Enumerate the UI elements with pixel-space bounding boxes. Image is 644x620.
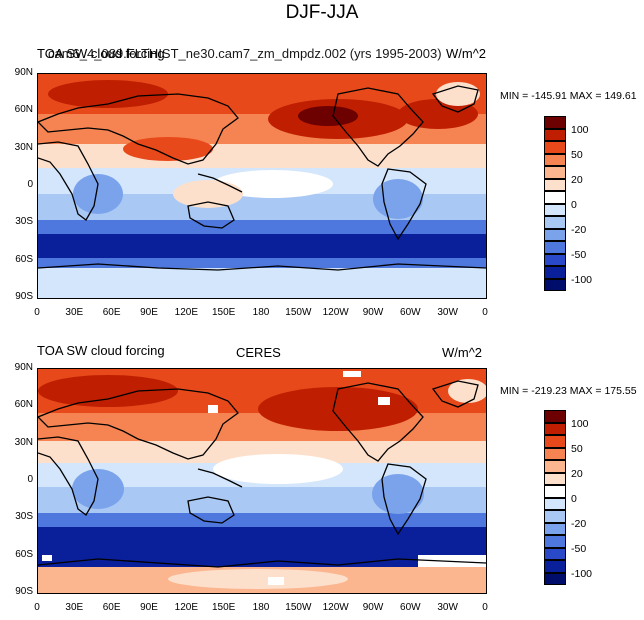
lat-tick-label: 60S [15,548,33,560]
colorbar-swatch [544,547,566,560]
lat-tick-label: 30S [15,511,33,523]
lon-tick-label: 60W [400,602,421,613]
panel-obs-center-title: CERES [236,345,281,360]
lon-tick-label: 0 [482,307,488,318]
lon-tick-label: 120W [322,602,349,613]
lon-tick-label: 0 [482,602,488,613]
lon-tick-label: 60E [102,602,121,613]
colorbar-label: -20 [571,517,587,530]
panel-obs-units: W/m^2 [442,345,483,360]
colorbar-swatch [544,178,566,191]
colorbar-swatch [544,141,566,154]
lon-tick-label: 120W [322,307,349,318]
colorbar-label: 20 [571,467,583,480]
lon-tick-label: 30E [65,602,84,613]
colorbar-label: 100 [571,417,589,430]
colorbar-swatch [544,266,566,279]
lon-tick-label: 90E [140,307,158,318]
colorbar-label: 0 [571,492,577,505]
colorbar-swatch [544,116,566,129]
panel-model-left-title: TOA SW cloud forcing [37,46,165,61]
lon-tick-label: 120E [174,602,198,613]
lon-tick-label: 150W [285,602,312,613]
lon-tick-label: 120E [174,307,198,318]
lon-tick-label: 30E [65,307,84,318]
colorbar-label: 20 [571,173,583,186]
colorbar-label: -50 [571,248,587,261]
panel-model-field [38,74,486,298]
lon-tick-label: 150E [211,602,236,613]
colorbar-swatch [544,460,566,473]
colorbar-swatch [544,410,566,423]
lon-tick-label: 0 [34,307,40,318]
colorbar-swatch [544,166,566,179]
colorbar-swatch [544,435,566,448]
colorbar-label: 50 [571,442,583,455]
panel-obs-left-title: TOA SW cloud forcing [37,343,165,358]
panel-model-map [37,73,487,299]
panel-model-minmax: MIN = -145.91 MAX = 149.61 [500,90,637,102]
lon-tick-label: 90W [362,602,384,613]
lat-tick-label: 90N [14,67,33,78]
colorbar-swatch [544,128,566,141]
field-anomalies [48,80,480,219]
lat-tick-label: 90S [15,586,33,597]
colorbar-swatch [544,510,566,523]
colorbar-label: -50 [571,542,587,555]
panel-obs-map [37,368,487,594]
colorbar-swatch [544,241,566,254]
lat-tick-label: 90S [15,291,33,302]
lon-tick-label: 150W [285,307,312,318]
colorbar-swatch [544,522,566,535]
colorbar-swatch [544,203,566,216]
panel-model-center-title: cam6_4_089.FLTHIST_ne30.cam7_zm_dmpdz.00… [48,46,442,61]
lat-tick-label: 30N [14,141,33,153]
lat-tick-label: 60S [15,253,33,265]
colorbar-swatch [544,572,566,585]
lon-tick-label: 180 [252,602,270,613]
lon-tick-label: 30W [437,307,458,318]
lon-tick-label: 30W [437,602,458,613]
panel-model-units: W/m^2 [446,46,487,61]
lat-tick-label: 90N [14,362,33,373]
lon-tick-label: 60E [102,307,121,318]
lat-tick-label: 60N [14,399,33,411]
colorbar-swatch [544,485,566,498]
figure-title: DJF-JJA [285,2,359,23]
colorbar-swatch [544,560,566,573]
colorbar-swatch [544,191,566,204]
lat-tick-label: 30N [14,436,33,448]
colorbar-label: 50 [571,148,583,161]
lon-tick-label: 150E [211,307,236,318]
lat-tick-label: 30S [15,216,33,228]
colorbar-label: -100 [571,567,593,580]
lat-tick-label: 60N [14,104,33,116]
colorbar-swatch [544,278,566,291]
colorbar-label: 100 [571,123,589,136]
lat-tick-label: 0 [27,474,33,485]
lat-tick-label: 0 [27,179,33,190]
lon-tick-label: 0 [34,602,40,613]
colorbar-swatch [544,535,566,548]
colorbar-swatch [544,422,566,435]
colorbar-swatch [544,253,566,266]
lon-tick-label: 60W [400,307,421,318]
colorbar-swatch [544,472,566,485]
panel-obs-minmax: MIN = -219.23 MAX = 175.55 [500,385,637,397]
lon-tick-label: 90W [362,307,384,318]
lon-tick-label: 90E [140,602,158,613]
colorbar-label: 0 [571,198,577,211]
colorbar-swatch [544,447,566,460]
colorbar-label: -20 [571,223,587,236]
coastlines [38,85,486,271]
panel-obs-field [38,369,486,593]
colorbar-swatch [544,497,566,510]
colorbar-label: -100 [571,273,593,286]
coastlines [38,380,486,568]
lon-tick-label: 180 [252,307,270,318]
colorbar-swatch [544,216,566,229]
colorbar-swatch [544,228,566,241]
colorbar-swatch [544,153,566,166]
